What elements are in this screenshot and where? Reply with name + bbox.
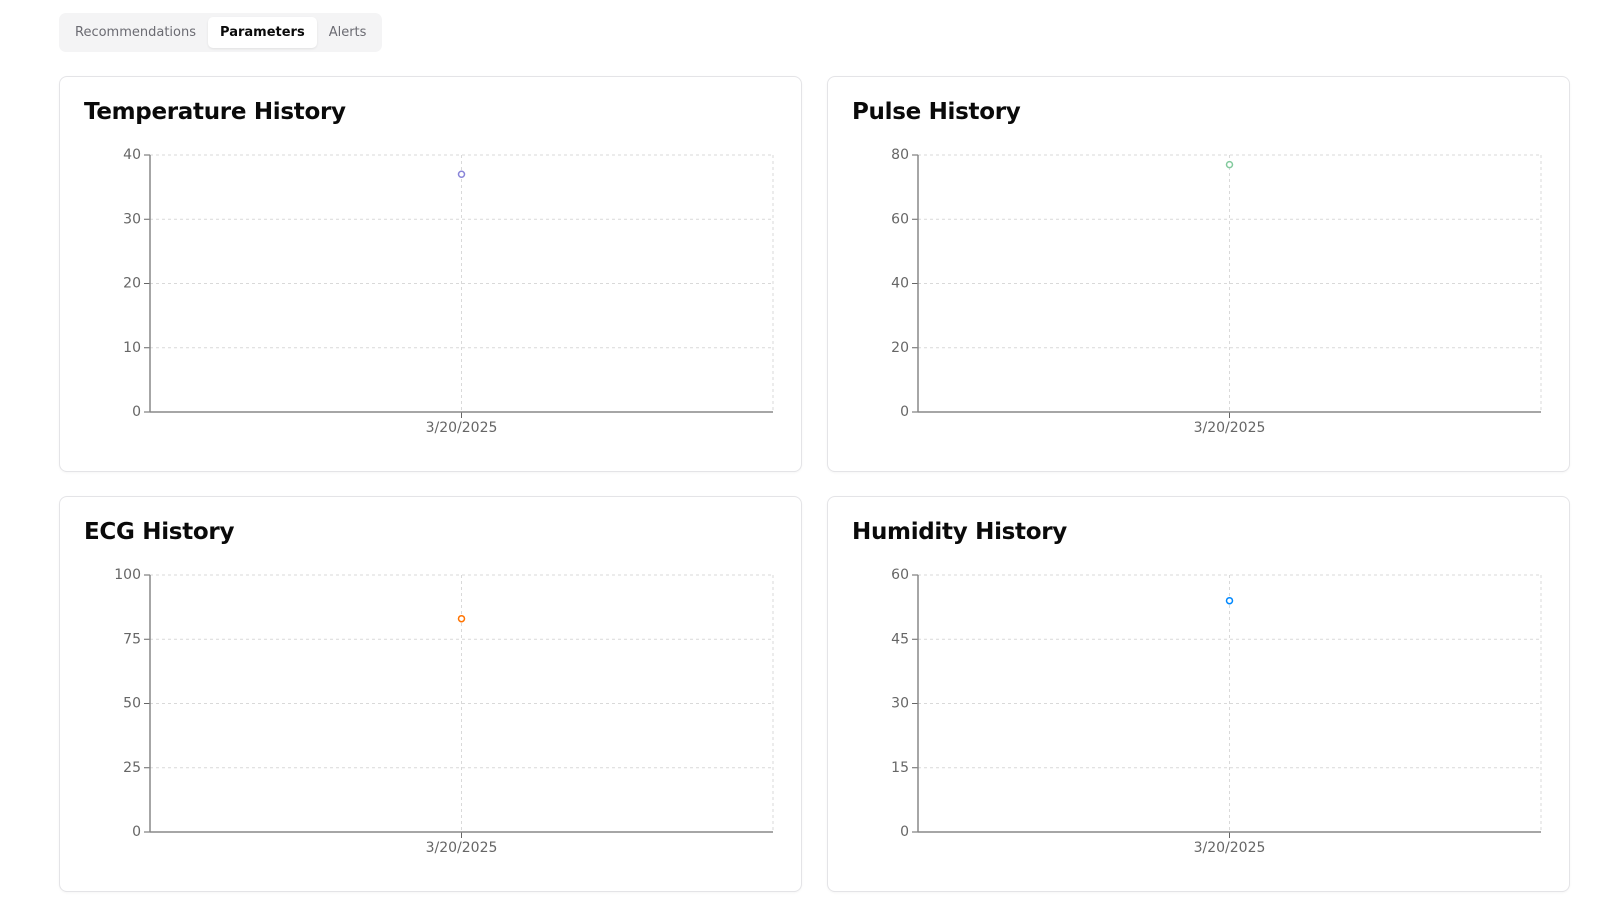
y-tick-label: 60	[891, 211, 909, 227]
x-tick-label: 3/20/2025	[426, 420, 498, 436]
data-point	[457, 170, 466, 179]
ecg-history-title: ECG History	[84, 519, 235, 545]
tab-list: Recommendations Parameters Alerts	[59, 13, 383, 52]
y-tick-label: 10	[123, 340, 141, 356]
pulse-history-card: Pulse History 0 20 40 60 80 3/20/2025	[827, 76, 1570, 472]
tab-alerts[interactable]: Alerts	[328, 25, 367, 40]
y-tick-label: 50	[123, 696, 141, 712]
y-tick-label: 75	[123, 631, 141, 647]
temperature-history-chart: 0 10 20 30 40 3/20/2025	[123, 147, 774, 436]
data-point	[1225, 596, 1234, 605]
pulse-history-title: Pulse History	[852, 99, 1021, 125]
data-point	[1225, 160, 1234, 169]
humidity-history-card: Humidity History 0 15 30 45 60 3/20/2025	[827, 496, 1570, 892]
y-tick-label: 0	[900, 404, 909, 420]
tab-parameters[interactable]: Parameters	[208, 17, 317, 48]
x-tick-label: 3/20/2025	[1194, 840, 1266, 856]
y-tick-label: 80	[891, 147, 909, 163]
y-tick-label: 0	[900, 824, 909, 840]
y-tick-label: 45	[891, 631, 909, 647]
ecg-history-card: ECG History 0 25 50 75 100 3/20/2025	[59, 496, 802, 892]
y-tick-label: 0	[132, 404, 141, 420]
ecg-history-chart: 0 25 50 75 100 3/20/2025	[114, 567, 774, 856]
y-tick-label: 40	[891, 276, 909, 292]
pulse-history-chart: 0 20 40 60 80 3/20/2025	[891, 147, 1542, 436]
y-tick-label: 0	[132, 824, 141, 840]
y-tick-label: 30	[123, 211, 141, 227]
y-tick-label: 20	[891, 340, 909, 356]
x-tick-label: 3/20/2025	[426, 840, 498, 856]
y-tick-label: 30	[891, 696, 909, 712]
y-tick-label: 60	[891, 567, 909, 583]
temperature-history-card: Temperature History 0 10 20 30 40 3/20/2025	[59, 76, 802, 472]
y-tick-label: 20	[123, 276, 141, 292]
data-point	[457, 614, 466, 623]
humidity-history-chart: 0 15 30 45 60 3/20/2025	[891, 567, 1542, 856]
y-tick-label: 15	[891, 760, 909, 776]
temperature-history-title: Temperature History	[84, 99, 346, 125]
y-tick-label: 100	[114, 567, 141, 583]
y-tick-label: 40	[123, 147, 141, 163]
humidity-history-title: Humidity History	[852, 519, 1067, 545]
tab-recommendations[interactable]: Recommendations	[75, 25, 197, 40]
y-tick-label: 25	[123, 760, 141, 776]
x-tick-label: 3/20/2025	[1194, 420, 1266, 436]
